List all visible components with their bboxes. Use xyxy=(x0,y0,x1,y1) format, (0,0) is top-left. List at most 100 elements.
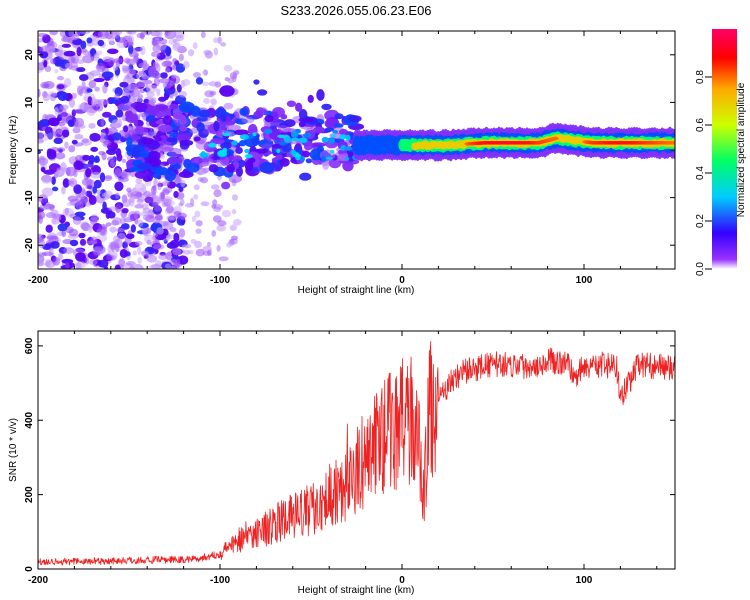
spectrogram-cell xyxy=(291,131,298,138)
spectrogram-cell xyxy=(47,149,57,157)
colorbar-tick-label: 0.2 xyxy=(695,214,706,228)
spectrogram-cell xyxy=(202,82,209,87)
spectrogram-cell xyxy=(163,82,172,89)
spectrogram-cell xyxy=(61,37,72,43)
spectrogram-cell xyxy=(76,59,85,64)
spectrogram-cell xyxy=(201,32,206,39)
spectrogram-cell xyxy=(199,110,211,118)
spectrogram-cell xyxy=(345,157,349,161)
spectrogram-cell xyxy=(67,56,75,63)
spectrogram-cell xyxy=(137,246,141,255)
spectrogram-cell xyxy=(218,150,227,157)
spectrogram-cell xyxy=(223,133,231,137)
spectrogram-cell xyxy=(348,115,361,122)
spectrogram-cell xyxy=(46,46,55,54)
spectrogram-cell xyxy=(52,187,58,192)
spectrogram-cell xyxy=(101,152,106,160)
spectrogram-cell xyxy=(42,251,53,256)
spectrogram-cell xyxy=(57,147,65,152)
spectrogram-cell xyxy=(226,242,232,247)
spectrogram-cell xyxy=(244,149,250,153)
spectrogram-cell xyxy=(69,229,78,237)
spectrogram-x-tick-label: 100 xyxy=(576,275,593,286)
spectrogram-cell xyxy=(216,245,220,252)
spectrogram-cell xyxy=(196,122,205,132)
spectrogram-cell xyxy=(88,80,96,88)
spectrogram-x-axis-label: Height of straight line (km) xyxy=(298,285,415,296)
spectrogram-cell xyxy=(91,236,98,244)
spectrogram-cell xyxy=(220,42,226,46)
spectrogram-cell xyxy=(49,204,54,211)
spectrogram-cell xyxy=(156,89,160,96)
spectrogram-cell xyxy=(181,216,186,221)
spectrogram-cell xyxy=(185,203,194,208)
spectrogram-cell xyxy=(54,69,58,74)
spectrogram-cell xyxy=(173,113,184,120)
spectrogram-cell xyxy=(171,74,176,78)
spectrogram-cell xyxy=(339,129,348,135)
spectrogram-cell xyxy=(137,219,143,227)
spectrogram-cell xyxy=(332,130,338,134)
spectrogram-cell xyxy=(82,138,89,143)
spectrogram-cell xyxy=(300,156,305,162)
spectrogram-cell xyxy=(79,74,89,81)
spectrogram-cell xyxy=(58,223,68,231)
spectrogram-cell xyxy=(299,137,308,143)
spectrogram-cell xyxy=(132,187,137,194)
spectrogram-cell xyxy=(101,130,106,139)
spectrogram-cell xyxy=(130,68,136,75)
colorbar: 0.0 0.2 0.4 0.6 0.8 Normalized spectral ampl… xyxy=(695,29,747,276)
spectrogram-cell xyxy=(126,233,135,239)
spectrogram-cell xyxy=(211,184,220,189)
spectrogram-cell xyxy=(74,134,83,139)
spectrogram-cell xyxy=(53,138,63,144)
spectrogram-cell xyxy=(180,140,194,146)
spectrogram-cell xyxy=(120,217,126,224)
spectrogram-cell xyxy=(126,188,132,193)
spectrogram-cell xyxy=(134,211,141,219)
snr-y-tick-label: 200 xyxy=(24,486,35,503)
spectrogram-cell xyxy=(48,118,59,127)
spectrogram-cell xyxy=(86,37,92,43)
spectrogram-cell xyxy=(80,239,86,246)
spectrogram-cell xyxy=(146,115,155,121)
spectrogram-cell xyxy=(175,35,184,41)
spectrogram-cell xyxy=(225,124,241,130)
snr-y-tick-label: 0 xyxy=(24,566,35,572)
spectrogram-cell xyxy=(151,52,155,57)
spectrogram-cell xyxy=(232,194,238,200)
spectrogram-cell xyxy=(163,115,173,125)
spectrogram-cell xyxy=(110,226,117,233)
spectrogram-cell xyxy=(210,98,217,105)
spectrogram-cell xyxy=(100,172,105,182)
spectrogram-cell xyxy=(166,205,174,213)
spectrogram-cell xyxy=(57,84,65,89)
spectrogram-cell xyxy=(81,81,85,91)
spectrogram-cell xyxy=(284,119,296,127)
spectrogram-cell xyxy=(96,63,106,72)
spectrogram-cell xyxy=(68,195,78,201)
spectrogram-cell xyxy=(54,107,58,116)
spectrogram-cell xyxy=(88,123,95,129)
spectrogram-cell xyxy=(40,160,46,167)
spectrogram-cell xyxy=(203,98,210,104)
spectrogram-cell xyxy=(276,149,280,154)
spectrogram-cell xyxy=(135,126,144,135)
spectrogram-cell xyxy=(277,135,285,138)
spectrogram-cell xyxy=(224,65,233,72)
spectrogram-cell xyxy=(179,54,184,61)
spectrogram-cell xyxy=(212,199,217,205)
spectrogram-cell xyxy=(68,145,75,152)
spectrogram-cell xyxy=(303,133,309,137)
spectrogram-cell xyxy=(194,184,200,190)
spectrogram-cell xyxy=(224,103,234,110)
spectrogram-cell xyxy=(90,147,98,152)
spectrogram-cell xyxy=(166,235,174,239)
colorbar-gradient xyxy=(712,29,737,269)
snr-x-tick-label: -200 xyxy=(28,575,48,586)
spectrogram-cell xyxy=(203,69,207,75)
spectrogram-cell xyxy=(154,77,160,87)
spectrogram-cell xyxy=(85,168,91,178)
spectrogram-cell xyxy=(222,210,231,217)
spectrogram-cell xyxy=(73,216,82,225)
